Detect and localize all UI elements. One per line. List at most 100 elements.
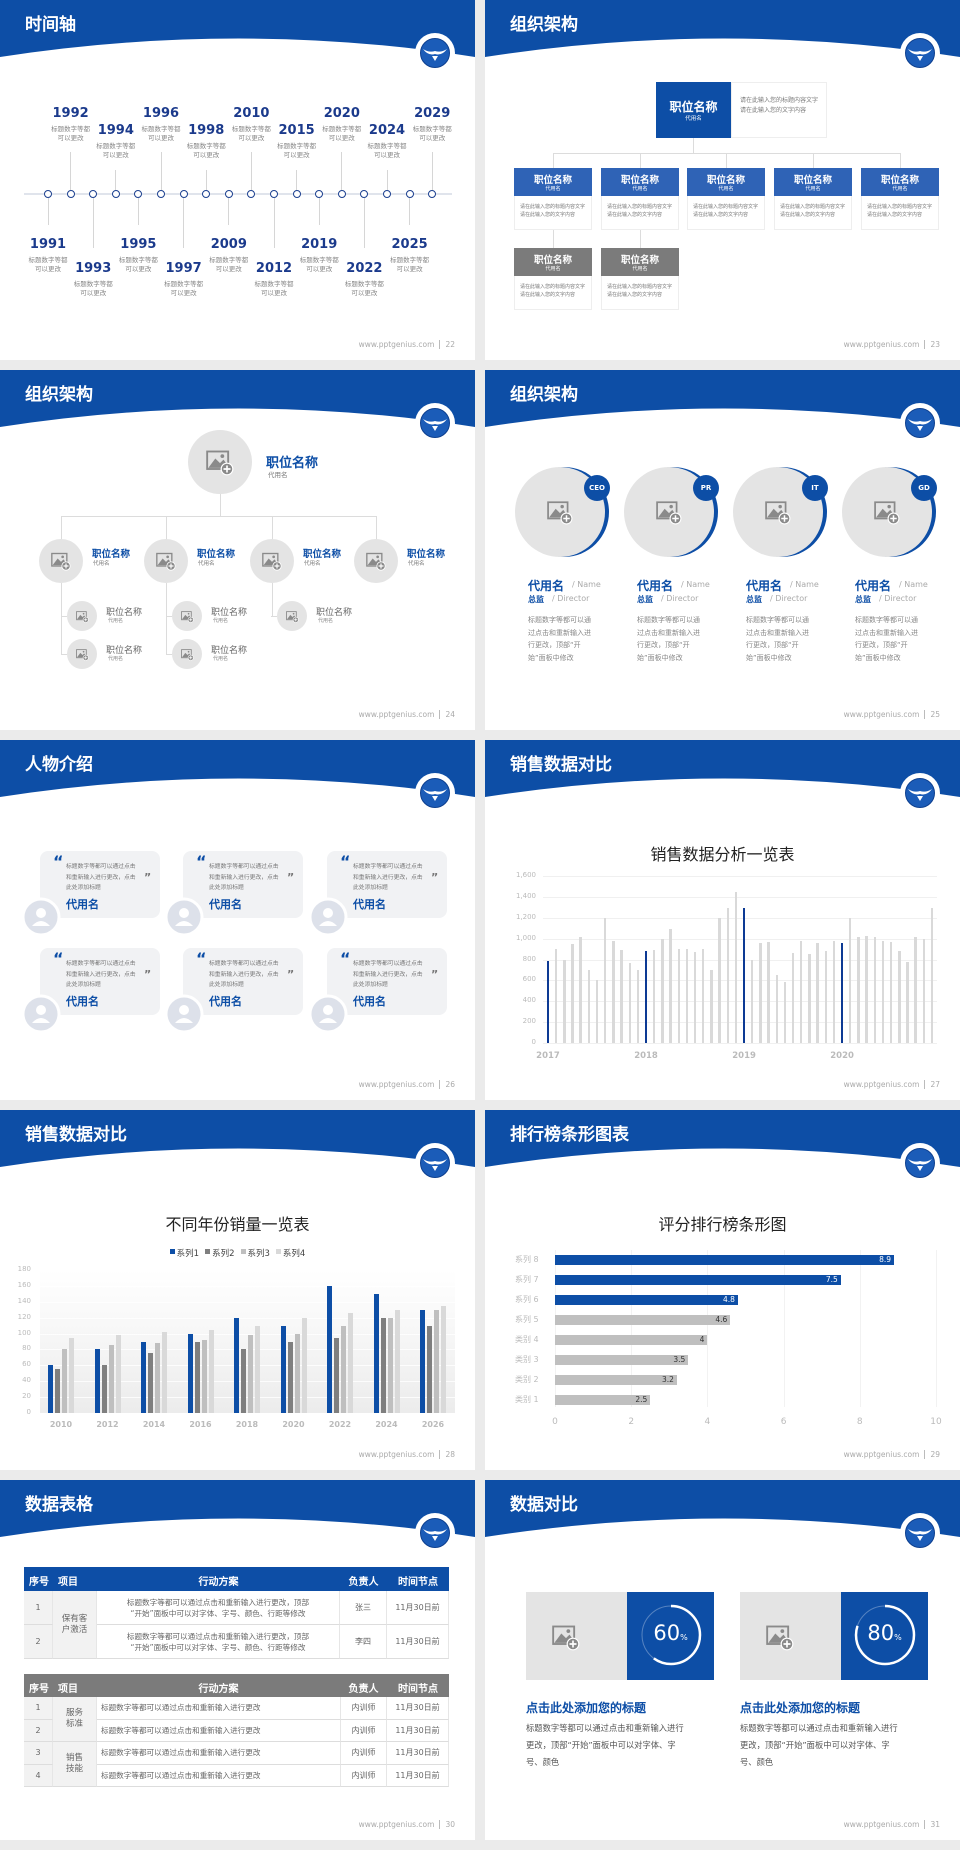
chart-bar[interactable] <box>69 1337 74 1413</box>
chart-bar[interactable] <box>759 942 762 1043</box>
chart-bar[interactable] <box>327 1285 332 1413</box>
chart-bar[interactable] <box>441 1305 446 1413</box>
chart-bar[interactable] <box>48 1365 53 1413</box>
chart-bar[interactable] <box>55 1369 60 1413</box>
chart-bar[interactable] <box>294 1333 300 1413</box>
chart-bar[interactable]: 3.5 <box>555 1355 689 1365</box>
timeline-dot[interactable] <box>44 190 52 198</box>
chart-bar[interactable] <box>612 940 615 1043</box>
chart-bar[interactable] <box>832 940 836 1043</box>
chart-bar[interactable] <box>653 950 656 1043</box>
chart-bar[interactable] <box>816 942 819 1043</box>
chart-bar[interactable] <box>857 937 860 1043</box>
chart-bar[interactable] <box>162 1331 167 1413</box>
chart-bar[interactable] <box>620 950 623 1043</box>
org-box-header[interactable]: 职位名称 代用名 <box>514 168 592 196</box>
timeline-dot[interactable] <box>247 190 256 198</box>
chart-bar[interactable]: 4.6 <box>555 1315 731 1325</box>
chart-bar[interactable] <box>427 1325 432 1413</box>
chart-bar[interactable]: 3.2 <box>555 1375 677 1385</box>
chart-bar[interactable] <box>906 961 909 1043</box>
avatar-placeholder[interactable] <box>188 430 252 494</box>
testimonial-card[interactable]: “标题数字等都可以通过点击 和重新输入进行更改，点击 此处添加标题 ” 代用名 <box>40 948 160 1015</box>
chart-bar[interactable] <box>208 1329 214 1413</box>
chart-bar[interactable] <box>387 1317 393 1413</box>
chart-bar[interactable] <box>201 1339 207 1413</box>
org-box-header[interactable]: 职位名称 代用名 <box>687 168 765 196</box>
chart-bar[interactable] <box>234 1317 239 1413</box>
avatar-placeholder[interactable] <box>39 539 83 583</box>
timeline-dot[interactable] <box>405 190 414 198</box>
image-placeholder[interactable] <box>526 1592 627 1680</box>
chart-bar[interactable] <box>194 1341 200 1413</box>
testimonial-card[interactable]: “标题数字等都可以通过点击 和重新输入进行更改，点击 此处添加标题 ” 代用名 <box>40 851 160 918</box>
chart-bar[interactable] <box>603 917 607 1043</box>
testimonial-card[interactable]: “标题数字等都可以通过点击 和重新输入进行更改，点击 此处添加标题 ” 代用名 <box>327 851 447 918</box>
chart-bar[interactable] <box>718 917 721 1043</box>
chart-bar[interactable] <box>554 949 558 1043</box>
org-box-header[interactable]: 职位名称 代用名 <box>514 248 592 276</box>
chart-bar[interactable] <box>628 962 631 1043</box>
chart-bar[interactable] <box>108 1345 114 1413</box>
chart-bar[interactable] <box>141 1341 146 1413</box>
chart-bar[interactable] <box>726 907 729 1043</box>
chart-bar[interactable] <box>187 1333 193 1413</box>
chart-bar[interactable] <box>301 1317 307 1413</box>
org-box-header[interactable]: 职位名称 代用名 <box>774 168 852 196</box>
chart-bar[interactable] <box>94 1349 100 1413</box>
chart-bar[interactable] <box>595 980 599 1043</box>
timeline-dot[interactable] <box>66 190 75 198</box>
chart-bar[interactable]: 8.9 <box>555 1255 895 1265</box>
timeline-dot[interactable] <box>89 190 98 198</box>
chart-bar[interactable] <box>873 937 876 1043</box>
avatar-placeholder[interactable] <box>67 639 97 669</box>
chart-bar[interactable] <box>824 950 827 1043</box>
timeline-dot[interactable] <box>383 190 391 198</box>
chart-bar[interactable] <box>791 952 795 1043</box>
avatar-placeholder[interactable] <box>172 601 202 631</box>
chart-bar[interactable] <box>341 1325 346 1413</box>
timeline-dot[interactable] <box>292 190 301 198</box>
chart-bar[interactable] <box>155 1343 160 1413</box>
chart-bar[interactable] <box>751 959 754 1043</box>
chart-bar[interactable] <box>587 970 591 1043</box>
chart-bar[interactable] <box>775 974 778 1043</box>
avatar-placeholder[interactable] <box>277 601 307 631</box>
chart-bar[interactable] <box>930 907 934 1043</box>
chart-bar[interactable] <box>644 951 648 1043</box>
chart-bar[interactable] <box>287 1341 293 1413</box>
org-box-header[interactable]: 职位名称 代用名 <box>601 248 679 276</box>
chart-bar[interactable] <box>434 1309 439 1413</box>
chart-bar[interactable] <box>394 1309 400 1413</box>
chart-bar[interactable] <box>348 1312 353 1413</box>
timeline-dot[interactable] <box>360 190 369 198</box>
chart-bar[interactable] <box>734 892 738 1043</box>
chart-bar[interactable] <box>420 1309 425 1413</box>
testimonial-card[interactable]: “标题数字等都可以通过点击 和重新输入进行更改，点击 此处添加标题 ” 代用名 <box>327 948 447 1015</box>
chart-bar[interactable] <box>914 937 917 1043</box>
chart-bar[interactable] <box>693 951 697 1043</box>
chart-bar[interactable] <box>280 1325 286 1413</box>
timeline-dot[interactable] <box>202 190 211 198</box>
chart-bar[interactable] <box>889 942 893 1043</box>
chart-bar[interactable] <box>710 970 713 1043</box>
chart-bar[interactable]: 2.5 <box>555 1395 651 1405</box>
chart-bar[interactable] <box>546 960 550 1043</box>
avatar-placeholder[interactable] <box>144 539 188 583</box>
chart-bar[interactable]: 4.8 <box>555 1295 738 1305</box>
timeline-dot[interactable] <box>428 190 437 198</box>
chart-bar[interactable] <box>685 949 689 1043</box>
chart-bar[interactable] <box>334 1337 339 1413</box>
timeline-dot[interactable] <box>337 190 346 198</box>
timeline-dot[interactable] <box>179 190 188 198</box>
testimonial-card[interactable]: “标题数字等都可以通过点击 和重新输入进行更改，点击 此处添加标题 ” 代用名 <box>183 948 303 1015</box>
timeline-dot[interactable] <box>270 190 278 198</box>
chart-bar[interactable] <box>783 981 787 1043</box>
chart-bar[interactable] <box>669 929 672 1043</box>
chart-bar[interactable] <box>808 953 811 1043</box>
timeline-dot[interactable] <box>315 190 324 198</box>
chart-bar[interactable] <box>380 1317 386 1413</box>
chart-bar[interactable] <box>148 1353 153 1413</box>
org-top-box[interactable]: 职位名称 代用名 <box>656 82 731 138</box>
image-placeholder[interactable] <box>740 1592 841 1680</box>
